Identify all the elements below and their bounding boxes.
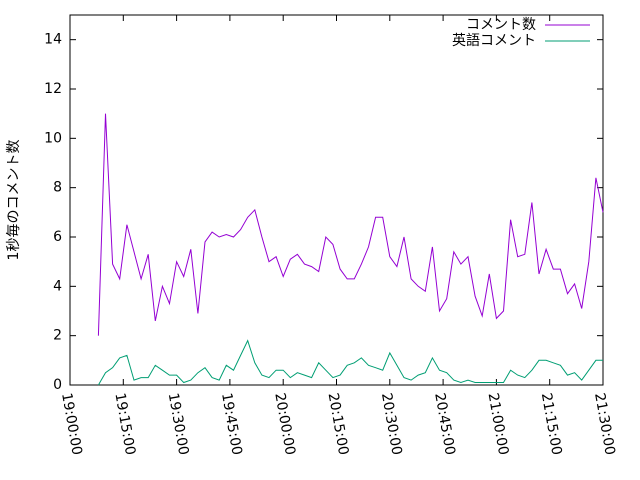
plot-frame: [69, 14, 604, 386]
y-tick-label: 10: [44, 130, 62, 146]
x-tick-label: 21:30:00: [591, 392, 618, 457]
x-tick-label: 21:15:00: [538, 392, 565, 457]
x-tick-label: 20:30:00: [378, 392, 405, 457]
x-tick-label: 19:15:00: [111, 392, 138, 457]
series-line: [97, 113, 604, 336]
x-tick-label: 20:00:00: [271, 392, 298, 457]
legend-label: コメント数: [466, 17, 536, 33]
x-tick-label: 20:45:00: [431, 392, 458, 457]
y-tick-label: 0: [53, 377, 62, 393]
series-line: [97, 339, 603, 386]
y-tick-label: 2: [53, 328, 62, 344]
y-tick-label: 12: [44, 81, 62, 97]
y-tick-label: 6: [53, 229, 62, 245]
y-tick-label: 8: [53, 180, 62, 196]
y-axis-label: 1秒毎のコメント数: [6, 140, 22, 261]
x-tick-label: 19:30:00: [165, 392, 192, 457]
y-tick-label: 14: [44, 32, 62, 48]
x-tick-label: 19:00:00: [58, 392, 85, 457]
x-tick-label: 21:00:00: [485, 392, 512, 457]
x-tick-label: 19:45:00: [218, 392, 245, 457]
y-tick-label: 4: [53, 278, 62, 294]
x-tick-label: 20:15:00: [325, 392, 352, 457]
legend-label: 英語コメント: [452, 32, 536, 49]
